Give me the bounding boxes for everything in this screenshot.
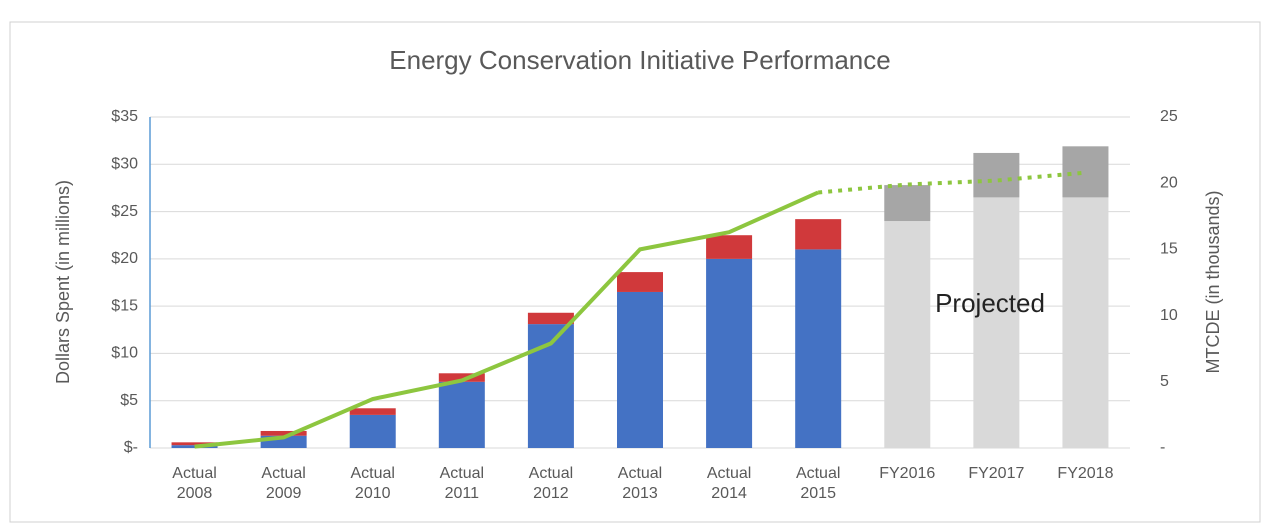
bar-segment bbox=[349, 414, 396, 448]
bar-segment bbox=[795, 219, 842, 250]
bar-segment bbox=[1062, 146, 1109, 198]
y-tick-label: $10 bbox=[111, 345, 138, 362]
x-tick-label: Actual 2014 bbox=[706, 465, 752, 502]
x-tick-label: FY2017 bbox=[968, 465, 1025, 482]
y2-tick-label: 10 bbox=[1160, 307, 1178, 324]
y2-tick-label: - bbox=[1160, 439, 1165, 456]
line-series bbox=[194, 190, 819, 449]
bar-segment bbox=[260, 430, 307, 436]
x-tick-label: FY2018 bbox=[1057, 465, 1114, 482]
bar-segment bbox=[1062, 197, 1109, 448]
y-tick-label: $15 bbox=[111, 297, 138, 314]
bar-segment bbox=[438, 381, 485, 448]
bar-segment bbox=[884, 221, 931, 448]
y-tick-label: $30 bbox=[111, 156, 138, 173]
y2-tick-label: 20 bbox=[1160, 174, 1178, 191]
y2-tick-label: 5 bbox=[1160, 373, 1169, 390]
x-tick-label: Actual 2012 bbox=[528, 465, 574, 502]
y-axis-title: Dollars Spent (in millions) bbox=[53, 180, 73, 384]
bar-segment bbox=[795, 249, 842, 448]
bar-segment bbox=[617, 272, 663, 292]
x-tick-label: Actual 2013 bbox=[617, 465, 663, 502]
bar-segment bbox=[973, 152, 1020, 198]
bar-segment bbox=[527, 312, 574, 325]
x-tick-label: Actual 2008 bbox=[172, 465, 217, 502]
y2-tick-label: 25 bbox=[1160, 108, 1178, 125]
bar-segment bbox=[438, 373, 485, 382]
x-tick-label: FY2016 bbox=[879, 465, 936, 482]
y-tick-label: $25 bbox=[111, 203, 138, 220]
bar-segment bbox=[617, 291, 663, 448]
bar-segment bbox=[973, 197, 1020, 448]
x-tick-label: Actual 2011 bbox=[439, 465, 485, 502]
y-tick-label: $- bbox=[124, 439, 138, 456]
y2-tick-label: 15 bbox=[1160, 241, 1178, 258]
x-tick-label: Actual 2010 bbox=[350, 465, 395, 502]
bar-segment bbox=[884, 185, 931, 222]
y2-axis-title: MTCDE (in thousands) bbox=[1203, 190, 1223, 373]
bar-segment bbox=[171, 442, 218, 446]
bar-segment bbox=[349, 408, 396, 415]
x-tick-label: Actual 2015 bbox=[795, 465, 841, 502]
y-tick-label: $5 bbox=[120, 392, 138, 409]
bar-segment bbox=[706, 258, 753, 448]
y-tick-label: $20 bbox=[111, 250, 138, 267]
chart-title: Energy Conservation Initiative Performan… bbox=[389, 45, 890, 75]
y-tick-label: $35 bbox=[111, 108, 138, 125]
line-series bbox=[818, 170, 1086, 195]
x-tick-label: Actual 2009 bbox=[261, 465, 306, 502]
bar-segment bbox=[706, 235, 753, 259]
annotation: Projected bbox=[935, 288, 1045, 318]
